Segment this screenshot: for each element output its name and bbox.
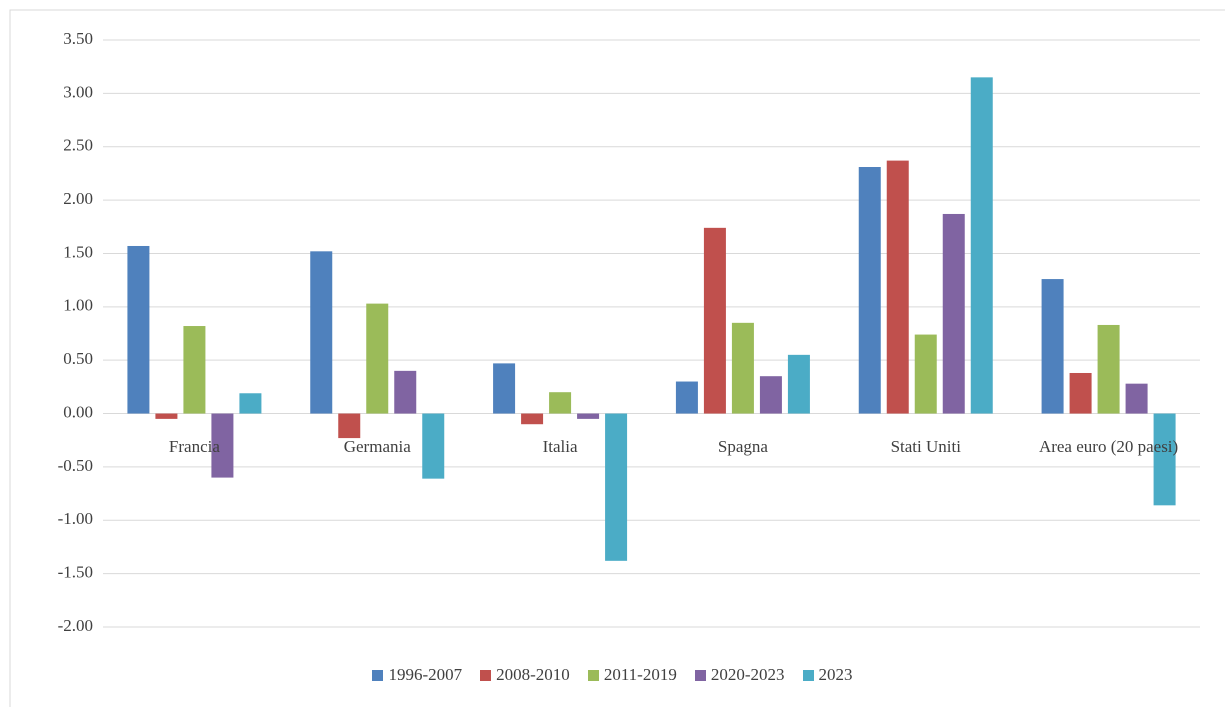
legend-swatch: [802, 669, 814, 681]
bar: [675, 381, 698, 414]
bar: [1069, 372, 1092, 414]
bar: [1041, 279, 1064, 414]
bar: [577, 413, 600, 419]
bar: [422, 413, 445, 479]
x-tick-label: Area euro (20 paesi): [1038, 436, 1179, 456]
bar: [338, 413, 361, 439]
bar: [703, 227, 726, 414]
bar: [942, 213, 965, 414]
bar: [549, 392, 572, 414]
legend-item: 2008-2010: [480, 665, 570, 685]
chart-border: [9, 9, 1225, 707]
bar: [127, 245, 150, 414]
bar: [155, 413, 178, 419]
y-tick-label: 0.50: [63, 349, 93, 368]
x-tick-label: Stati Uniti: [890, 436, 961, 456]
legend-item: 2023: [802, 665, 853, 685]
bar: [239, 393, 262, 414]
y-tick-label: 3.50: [63, 29, 93, 48]
y-tick-label: -1.00: [58, 509, 93, 528]
bar: [731, 322, 754, 414]
legend: 1996-2007 2008-2010 2011-2019 2020-2023 2023: [0, 665, 1225, 685]
bar: [970, 77, 993, 414]
y-tick-label: -0.50: [58, 456, 93, 475]
legend-item: 2011-2019: [587, 665, 677, 685]
legend-label: 2023: [818, 665, 853, 684]
x-tick-label: Spagna: [717, 436, 768, 456]
y-tick-label: 1.00: [63, 296, 93, 315]
y-tick-label: 3.00: [63, 82, 93, 101]
legend-label: 2008-2010: [496, 665, 570, 684]
bar: [1153, 413, 1176, 506]
legend-swatch: [372, 669, 384, 681]
bar: [493, 363, 516, 414]
bar: [886, 160, 909, 414]
legend-item: 1996-2007: [372, 665, 462, 685]
bar: [787, 354, 810, 414]
bar: [1125, 383, 1148, 414]
legend-label: 1996-2007: [388, 665, 463, 684]
y-tick-label: -2.00: [58, 616, 93, 635]
bar: [605, 413, 628, 561]
legend-swatch: [480, 669, 492, 681]
x-tick-label: Germania: [343, 436, 411, 456]
y-tick-label: 2.00: [63, 189, 93, 208]
x-tick-label: Francia: [168, 436, 220, 456]
bar: [211, 413, 234, 478]
bar: [914, 334, 937, 414]
bar: [521, 413, 544, 425]
y-tick-label: -1.50: [58, 563, 93, 582]
y-tick-label: 2.50: [63, 136, 93, 155]
bar: [1097, 324, 1120, 414]
legend-item: 2020-2023: [694, 665, 785, 685]
bar: [310, 251, 333, 414]
legend-swatch: [694, 669, 706, 681]
bar: [366, 303, 389, 414]
bar: [858, 167, 881, 414]
legend-label: 2020-2023: [710, 665, 785, 684]
legend-swatch: [587, 669, 599, 681]
y-tick-label: 1.50: [63, 242, 93, 261]
bar: [759, 376, 782, 414]
bar: [183, 326, 206, 414]
bar: [394, 370, 417, 414]
y-tick-label: 0.00: [63, 402, 93, 421]
legend-label: 2011-2019: [603, 665, 677, 684]
x-tick-label: Italia: [542, 436, 578, 456]
